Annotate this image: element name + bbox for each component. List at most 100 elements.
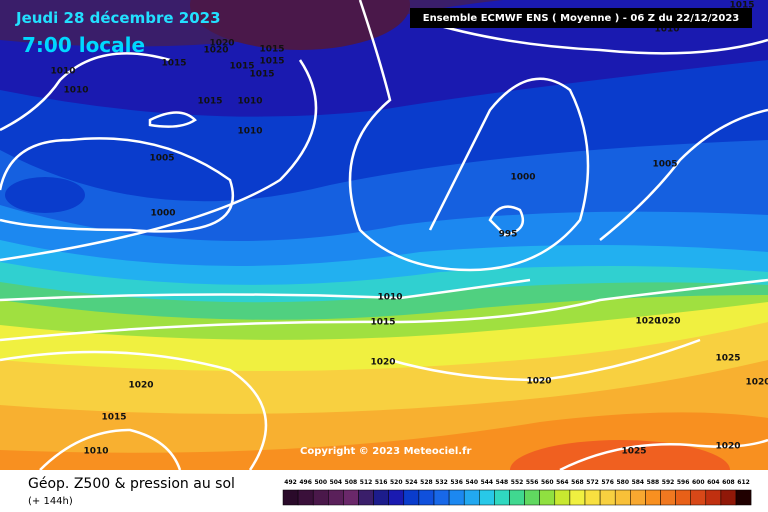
isobar-label: 1015 <box>249 70 274 80</box>
legend-label: 544 <box>481 479 494 486</box>
legend-label: 588 <box>647 479 660 486</box>
legend-swatch <box>660 489 676 506</box>
legend-label: 536 <box>450 479 463 486</box>
legend-swatch <box>735 489 752 506</box>
legend-swatch <box>479 489 495 506</box>
legend-label: 584 <box>632 479 645 486</box>
isobar-label: 1015 <box>370 318 395 328</box>
legend-label: 604 <box>707 479 720 486</box>
isobar-label: 1020 <box>745 378 768 388</box>
legend-swatch <box>373 489 389 506</box>
isobar-label: 1010 <box>63 86 88 96</box>
legend-label: 504 <box>330 479 343 486</box>
legend-swatch <box>690 489 707 506</box>
legend-label: 564 <box>556 479 569 486</box>
footer-title: Géop. Z500 & pression au sol <box>28 476 235 492</box>
isobar-label: 1015 <box>259 57 284 67</box>
isobar-label: 1025 <box>715 354 740 364</box>
legend-swatch <box>569 489 586 506</box>
legend-swatch <box>388 489 405 506</box>
isobars <box>0 0 768 382</box>
legend-label: 500 <box>314 479 327 486</box>
copyright: Copyright © 2023 Meteociel.fr <box>300 446 471 457</box>
date: Jeudi 28 décembre 2023 <box>15 9 221 27</box>
legend-label: 596 <box>677 479 690 486</box>
isobar-label: 1020 <box>655 317 680 327</box>
legend-swatch <box>448 489 465 506</box>
legend-swatch <box>433 489 450 506</box>
color-legend: 492 496 500 504 508 512 516 520 524 528 532 536 540 5… <box>282 479 752 506</box>
legend-label: 576 <box>601 479 614 486</box>
legend-label: 600 <box>692 479 705 486</box>
legend-swatch <box>524 489 540 506</box>
isobar-label: 1010 <box>654 25 679 35</box>
legend-label: 548 <box>496 479 509 486</box>
isobar-label: 1000 <box>150 209 175 219</box>
run-info: Ensemble ECMWF ENS ( Moyenne ) - 06 Z du… <box>423 13 740 24</box>
legend-label: 520 <box>390 479 403 486</box>
isobar-label: 1015 <box>729 1 754 11</box>
legend-swatch <box>539 489 556 506</box>
isobar-label: 1010 <box>237 97 262 107</box>
isobar-label: 1005 <box>652 160 677 170</box>
legend-swatch <box>328 489 344 506</box>
legend-swatch <box>720 489 737 506</box>
isobar-label: 1020 <box>526 377 551 387</box>
legend-swatch <box>282 489 299 506</box>
footer-lead: (+ 144h) <box>28 496 73 507</box>
legend-label: 532 <box>435 479 448 486</box>
legend-label: 516 <box>375 479 388 486</box>
header-box <box>410 8 752 28</box>
isobar-label: 1015 <box>161 59 186 69</box>
legend-swatch <box>584 489 601 506</box>
isobar-label: 1020 <box>203 46 228 56</box>
legend-swatch <box>403 489 420 506</box>
isobar-label: 1010 <box>83 447 108 457</box>
isobar-label: 1015 <box>197 97 222 107</box>
legend-swatch <box>297 489 314 506</box>
isobar-label: 1005 <box>149 154 174 164</box>
legend-label: 528 <box>420 479 433 486</box>
isobar-label: 1020 <box>370 358 395 368</box>
legend-swatch <box>645 489 661 506</box>
isobar-label: 995 <box>499 230 518 240</box>
legend-swatch <box>554 489 571 506</box>
isobar-label: 1010 <box>237 127 262 137</box>
legend-label: 524 <box>405 479 418 486</box>
legend-label: 552 <box>511 479 524 486</box>
legend-swatch <box>509 489 525 506</box>
legend-swatch <box>418 489 435 506</box>
legend-swatch <box>614 489 631 506</box>
legend-label: 560 <box>541 479 554 486</box>
legend-label: 580 <box>616 479 629 486</box>
legend-swatch <box>675 489 691 506</box>
legend-label: 496 <box>299 479 312 486</box>
isobar-label: 1020 <box>715 442 740 452</box>
legend-swatch <box>343 489 359 506</box>
legend-label: 592 <box>662 479 675 486</box>
legend-label: 540 <box>465 479 478 486</box>
isobar-label: 1020 <box>128 381 153 391</box>
legend-swatch <box>463 489 480 506</box>
isobar-label: 1015 <box>259 45 284 55</box>
legend-swatch <box>630 489 646 506</box>
isobar-label: 1015 <box>101 413 126 423</box>
legend-swatch <box>599 489 616 506</box>
legend-label: 512 <box>360 479 373 486</box>
legend-swatch <box>312 489 329 506</box>
legend-label: 572 <box>586 479 599 486</box>
legend-swatch <box>494 489 510 506</box>
legend-label: 568 <box>571 479 584 486</box>
legend-label: 612 <box>737 479 750 486</box>
isobar-label: 1010 <box>377 293 402 303</box>
legend-label: 556 <box>526 479 539 486</box>
legend-label: 492 <box>284 479 297 486</box>
isobar-label: 1025 <box>621 447 646 457</box>
legend-swatch <box>358 489 374 506</box>
isobar-label: 1000 <box>510 173 535 183</box>
isobar-label: 1015 <box>229 62 254 72</box>
isobar-label: 1020 <box>209 39 234 49</box>
isobar-label: 1020 <box>635 317 660 327</box>
legend-swatch <box>705 489 722 506</box>
isobar-label: 1010 <box>50 67 75 77</box>
